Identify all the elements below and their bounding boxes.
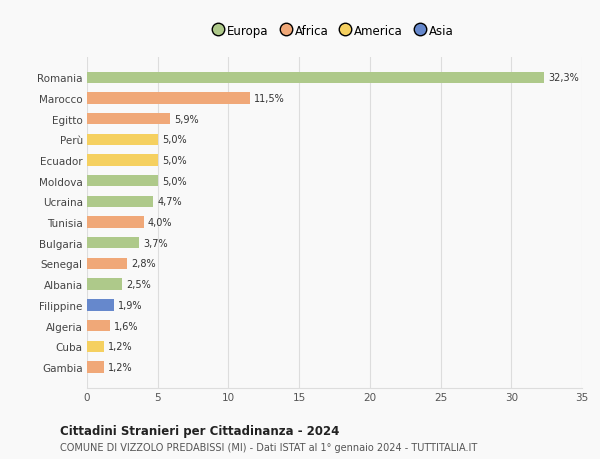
Bar [87,114,170,125]
Legend: Europa, Africa, America, Asia: Europa, Africa, America, Asia [211,20,458,43]
Text: 2,8%: 2,8% [131,259,155,269]
Text: 1,6%: 1,6% [114,321,139,331]
Text: COMUNE DI VIZZOLO PREDABISSI (MI) - Dati ISTAT al 1° gennaio 2024 - TUTTITALIA.I: COMUNE DI VIZZOLO PREDABISSI (MI) - Dati… [60,442,477,452]
Bar [87,320,110,331]
Bar [87,279,122,290]
Text: 5,0%: 5,0% [162,156,187,166]
Text: 5,0%: 5,0% [162,176,187,186]
Bar [87,93,250,104]
Text: 5,9%: 5,9% [175,114,199,124]
Bar [87,196,154,207]
Text: 5,0%: 5,0% [162,135,187,145]
Bar [87,300,114,311]
Text: 11,5%: 11,5% [254,94,284,104]
Text: 1,9%: 1,9% [118,300,143,310]
Bar [87,258,127,269]
Text: 32,3%: 32,3% [548,73,579,83]
Bar [87,155,158,166]
Text: 1,2%: 1,2% [108,362,133,372]
Bar [87,362,104,373]
Text: 3,7%: 3,7% [143,238,168,248]
Bar [87,238,139,249]
Text: Cittadini Stranieri per Cittadinanza - 2024: Cittadini Stranieri per Cittadinanza - 2… [60,425,340,437]
Text: 2,5%: 2,5% [127,280,151,290]
Bar [87,73,544,84]
Bar [87,176,158,187]
Text: 1,2%: 1,2% [108,341,133,352]
Bar [87,217,143,228]
Bar [87,134,158,146]
Bar [87,341,104,352]
Text: 4,0%: 4,0% [148,218,172,228]
Text: 4,7%: 4,7% [158,197,182,207]
